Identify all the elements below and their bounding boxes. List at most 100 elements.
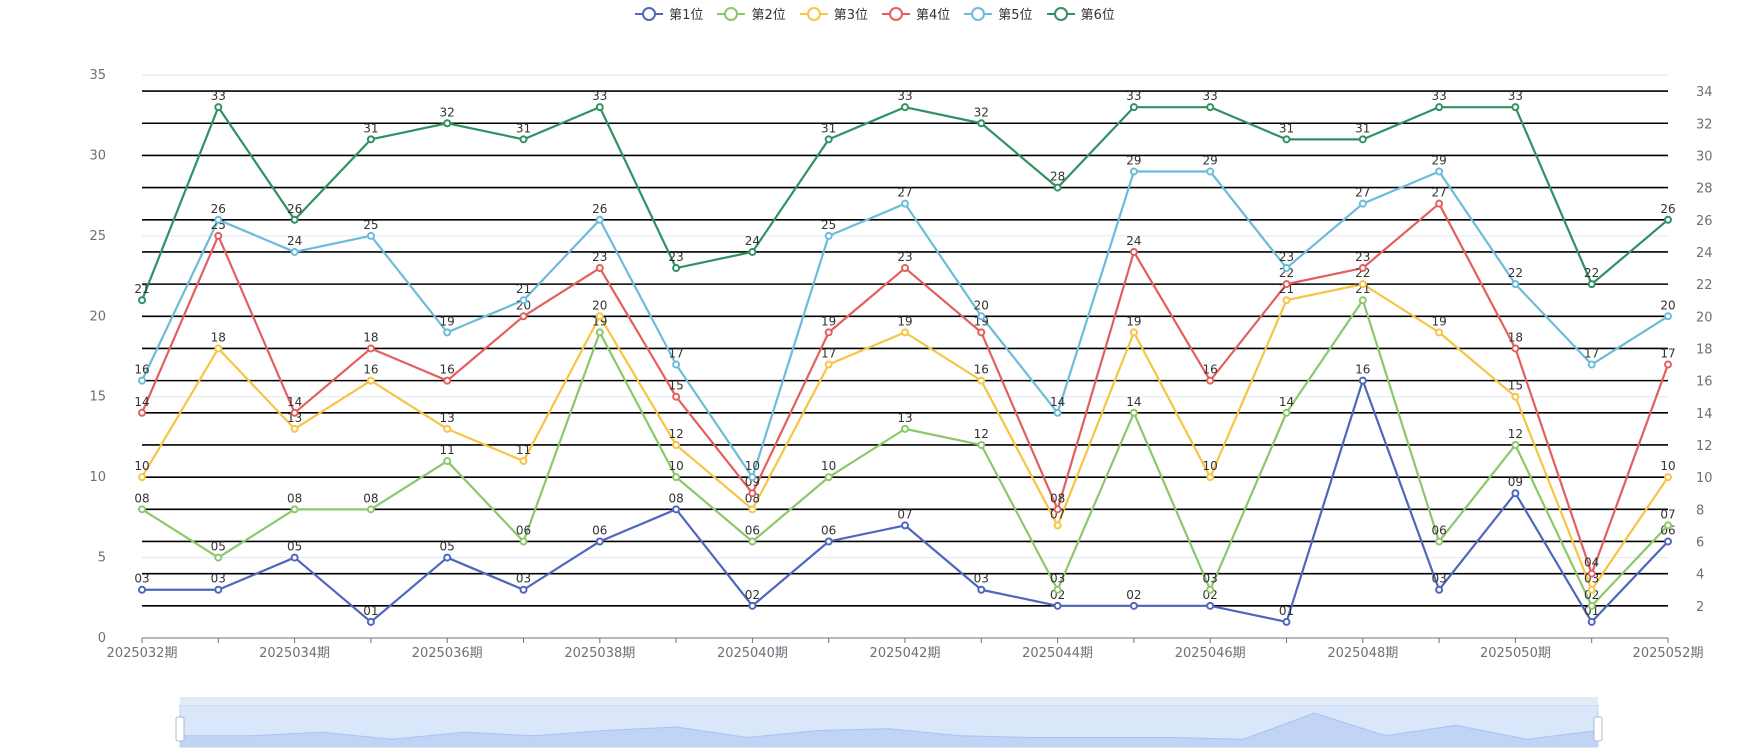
data-point[interactable] bbox=[214, 103, 223, 112]
data-point[interactable] bbox=[1587, 280, 1596, 289]
data-point[interactable] bbox=[901, 521, 909, 530]
data-point[interactable] bbox=[1129, 247, 1138, 256]
data-point[interactable] bbox=[1282, 296, 1291, 305]
data-point[interactable] bbox=[595, 328, 604, 337]
data-point[interactable] bbox=[138, 505, 146, 514]
data-point[interactable] bbox=[1282, 408, 1291, 417]
data-point[interactable] bbox=[1129, 103, 1138, 112]
data-point[interactable] bbox=[1206, 473, 1215, 482]
data-point[interactable] bbox=[977, 376, 986, 385]
data-point[interactable] bbox=[1053, 521, 1062, 530]
data-point[interactable] bbox=[672, 360, 681, 369]
data-point[interactable] bbox=[1511, 489, 1520, 498]
data-point[interactable] bbox=[1206, 601, 1215, 610]
data-point[interactable] bbox=[824, 135, 833, 144]
data-point[interactable] bbox=[214, 553, 223, 562]
data-point[interactable] bbox=[1282, 617, 1291, 626]
data-point[interactable] bbox=[1587, 585, 1596, 594]
data-point[interactable] bbox=[214, 215, 223, 224]
legend-item-5[interactable]: 第5位 bbox=[964, 4, 1033, 23]
data-point[interactable] bbox=[1358, 264, 1367, 273]
data-point[interactable] bbox=[290, 247, 299, 256]
data-point[interactable] bbox=[748, 489, 757, 498]
legend-item-1[interactable]: 第1位 bbox=[635, 4, 703, 23]
data-point[interactable] bbox=[1511, 392, 1520, 401]
data-point[interactable] bbox=[443, 328, 452, 337]
data-point[interactable] bbox=[595, 264, 604, 273]
data-point[interactable] bbox=[138, 376, 146, 385]
data-point[interactable] bbox=[138, 408, 146, 417]
data-point[interactable] bbox=[1511, 344, 1520, 353]
data-point[interactable] bbox=[824, 360, 833, 369]
data-point[interactable] bbox=[1587, 360, 1596, 369]
data-point[interactable] bbox=[290, 553, 299, 562]
data-point[interactable] bbox=[1358, 296, 1367, 305]
data-point[interactable] bbox=[1206, 167, 1215, 176]
data-point[interactable] bbox=[443, 553, 452, 562]
data-point[interactable] bbox=[1435, 585, 1444, 594]
data-point[interactable] bbox=[138, 296, 146, 305]
data-point[interactable] bbox=[1511, 103, 1520, 112]
data-point[interactable] bbox=[748, 473, 757, 482]
zoom-selection[interactable] bbox=[179, 704, 1599, 748]
data-point[interactable] bbox=[290, 408, 299, 417]
data-point[interactable] bbox=[1435, 199, 1444, 208]
data-point[interactable] bbox=[824, 537, 833, 546]
data-point[interactable] bbox=[1282, 280, 1291, 289]
data-point[interactable] bbox=[672, 473, 681, 482]
data-point[interactable] bbox=[748, 537, 757, 546]
data-point[interactable] bbox=[748, 601, 757, 610]
data-point[interactable] bbox=[1358, 376, 1367, 385]
data-point[interactable] bbox=[1206, 376, 1215, 385]
data-point[interactable] bbox=[748, 505, 757, 514]
data-point[interactable] bbox=[366, 135, 375, 144]
data-point[interactable] bbox=[672, 440, 681, 449]
data-point[interactable] bbox=[977, 328, 986, 337]
data-point[interactable] bbox=[519, 537, 528, 546]
data-point[interactable] bbox=[1053, 183, 1062, 192]
data-point[interactable] bbox=[1664, 312, 1672, 321]
data-zoom-slider[interactable] bbox=[175, 697, 1603, 748]
data-point[interactable] bbox=[138, 585, 146, 594]
data-point[interactable] bbox=[748, 247, 757, 256]
data-point[interactable] bbox=[977, 119, 986, 128]
data-point[interactable] bbox=[824, 473, 833, 482]
data-point[interactable] bbox=[1129, 408, 1138, 417]
legend-item-6[interactable]: 第6位 bbox=[1046, 4, 1115, 23]
data-point[interactable] bbox=[1129, 167, 1138, 176]
data-point[interactable] bbox=[672, 505, 681, 514]
data-point[interactable] bbox=[519, 135, 528, 144]
data-point[interactable] bbox=[977, 312, 986, 321]
data-point[interactable] bbox=[138, 473, 146, 482]
data-point[interactable] bbox=[901, 328, 909, 337]
data-point[interactable] bbox=[1435, 328, 1444, 337]
zoom-move-handle[interactable] bbox=[180, 697, 1598, 705]
data-point[interactable] bbox=[366, 505, 375, 514]
legend-item-2[interactable]: 第2位 bbox=[717, 4, 786, 23]
data-point[interactable] bbox=[1053, 505, 1062, 514]
data-point[interactable] bbox=[1587, 569, 1596, 578]
data-point[interactable] bbox=[519, 296, 528, 305]
data-point[interactable] bbox=[443, 376, 452, 385]
data-point[interactable] bbox=[214, 344, 223, 353]
data-point[interactable] bbox=[519, 312, 528, 321]
data-point[interactable] bbox=[1435, 537, 1444, 546]
data-point[interactable] bbox=[1053, 585, 1062, 594]
data-point[interactable] bbox=[1129, 328, 1138, 337]
data-point[interactable] bbox=[1282, 135, 1291, 144]
data-point[interactable] bbox=[1511, 440, 1520, 449]
data-point[interactable] bbox=[443, 457, 452, 466]
data-point[interactable] bbox=[1435, 103, 1444, 112]
data-point[interactable] bbox=[672, 392, 681, 401]
data-point[interactable] bbox=[595, 103, 604, 112]
data-point[interactable] bbox=[1053, 408, 1062, 417]
data-point[interactable] bbox=[824, 231, 833, 240]
data-point[interactable] bbox=[290, 215, 299, 224]
data-point[interactable] bbox=[366, 231, 375, 240]
legend-item-4[interactable]: 第4位 bbox=[882, 4, 950, 23]
data-point[interactable] bbox=[1664, 360, 1672, 369]
data-point[interactable] bbox=[901, 103, 909, 112]
data-point[interactable] bbox=[672, 264, 681, 273]
data-point[interactable] bbox=[1587, 601, 1596, 610]
data-point[interactable] bbox=[1435, 167, 1444, 176]
